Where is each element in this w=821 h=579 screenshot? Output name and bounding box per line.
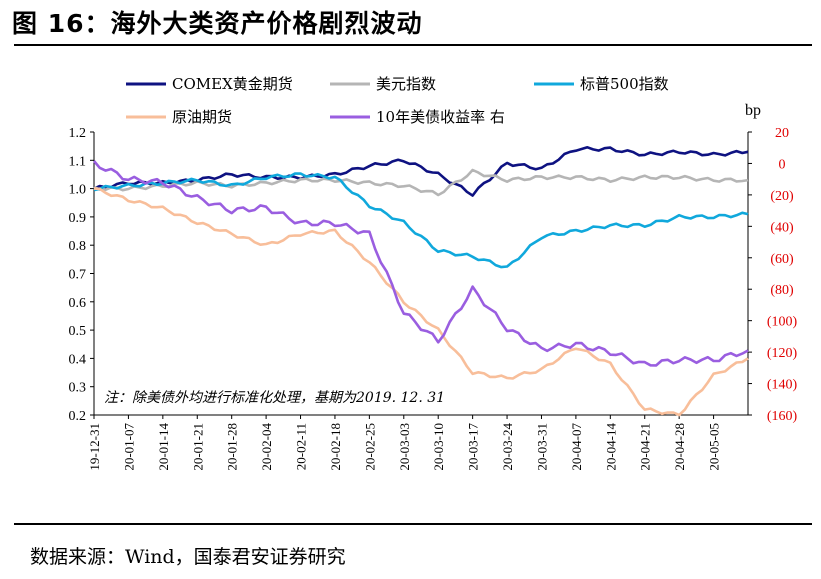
x-tick-label: 20-03-24 [500, 423, 515, 471]
x-tick-label: 20-05-05 [707, 423, 722, 471]
right-tick-label: (20) [770, 189, 794, 204]
legend-label: COMEX黄金期货 [172, 75, 293, 93]
right-axis-unit: bp [745, 102, 761, 119]
x-tick-label: 20-04-07 [569, 423, 584, 471]
series-layer [93, 146, 749, 417]
left-tick-label: 0.7 [69, 268, 87, 283]
series-line [93, 160, 749, 367]
left-tick-label: 0.9 [69, 211, 87, 226]
right-tick-label: (120) [767, 346, 798, 361]
chart-title: 图 16：海外大类资产价格剧烈波动 [12, 9, 423, 38]
left-tick-label: 0.6 [69, 296, 87, 311]
left-tick-label: 0.8 [69, 239, 87, 254]
x-tick-label: 20-02-04 [259, 423, 274, 471]
x-tick-label: 20-03-10 [431, 423, 446, 471]
right-tick-label: (80) [770, 283, 794, 298]
x-tick-label: 20-03-17 [466, 423, 481, 471]
left-tick-label: 0.5 [69, 324, 87, 339]
x-tick-label: 20-04-28 [672, 423, 687, 471]
legend-label: 原油期货 [172, 108, 232, 126]
right-tick-label: (100) [767, 315, 798, 330]
legend-label: 美元指数 [376, 75, 436, 93]
legend-label: 标普500指数 [580, 75, 669, 93]
x-tick-label: 20-01-28 [225, 423, 240, 471]
x-tick-label: 20-04-14 [603, 423, 618, 471]
x-tick-label: 20-03-31 [534, 423, 549, 471]
x-tick-label: 20-01-14 [156, 423, 171, 471]
axes: 0.2 0.3 0.4 0.5 0.6 0.7 0.8 0.9 1.0 1.1 1.2 (160) (1… [69, 126, 798, 471]
right-tick-label: 0 [779, 157, 786, 172]
right-tick-label: 20 [775, 126, 789, 141]
left-tick-label: 1.0 [69, 183, 87, 198]
source-note: 数据来源：Wind，国泰君安证券研究 [30, 546, 346, 568]
x-tick-label: 20-02-18 [328, 423, 343, 471]
left-tick-label: 0.4 [69, 352, 87, 367]
x-tick-label: 20-02-11 [294, 423, 309, 470]
right-tick-label: (40) [770, 220, 794, 235]
legend-label: 10年美债收益率 右 [376, 108, 505, 126]
left-tick-label: 0.2 [69, 409, 87, 424]
bottom-rule [14, 523, 812, 525]
right-tick-label: (160) [767, 409, 798, 424]
left-tick-label: 1.1 [69, 154, 87, 169]
series-line [93, 172, 749, 269]
left-tick-label: 0.3 [69, 381, 87, 396]
x-tick-label: 20-04-21 [638, 423, 653, 471]
x-tick-label: 20-01-07 [121, 423, 136, 471]
left-tick-label: 1.2 [69, 126, 87, 141]
series-line [93, 187, 749, 417]
x-tick-label: 19-12-31 [87, 423, 102, 471]
x-tick-label: 20-03-03 [397, 423, 412, 471]
series-line [93, 146, 749, 197]
x-tick-label: 20-01-21 [190, 423, 205, 471]
x-tick-label: 20-02-25 [362, 423, 377, 471]
right-tick-label: (140) [767, 378, 798, 393]
series-line [93, 168, 749, 197]
top-rule [14, 44, 812, 46]
chart-note: 注：除美债外均进行标准化处理，基期为2019. 12. 31 [104, 390, 445, 406]
right-tick-label: (60) [770, 252, 794, 267]
